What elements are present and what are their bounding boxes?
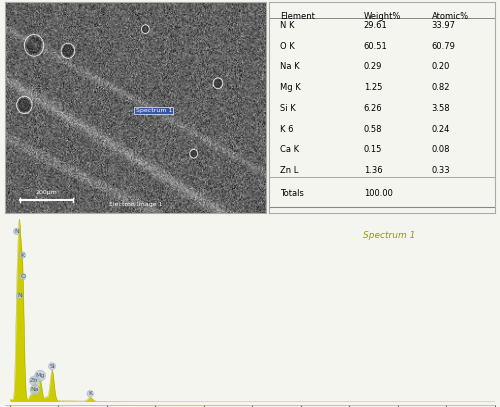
Circle shape bbox=[142, 26, 148, 32]
Circle shape bbox=[28, 38, 41, 53]
Text: 60.79: 60.79 bbox=[432, 42, 456, 51]
Text: O K: O K bbox=[280, 42, 295, 51]
Text: 6.26: 6.26 bbox=[364, 104, 382, 113]
Text: 0.29: 0.29 bbox=[364, 62, 382, 72]
Text: Zn L: Zn L bbox=[280, 166, 298, 175]
Text: 3.58: 3.58 bbox=[432, 104, 450, 113]
Text: 29.61: 29.61 bbox=[364, 21, 388, 30]
Text: K: K bbox=[20, 253, 24, 258]
Text: N: N bbox=[17, 293, 21, 298]
Text: 1.36: 1.36 bbox=[364, 166, 382, 175]
Circle shape bbox=[214, 79, 222, 87]
Text: 0.20: 0.20 bbox=[432, 62, 450, 72]
Circle shape bbox=[191, 151, 196, 157]
Text: 60.51: 60.51 bbox=[364, 42, 388, 51]
Text: 0.24: 0.24 bbox=[432, 125, 450, 133]
Text: 0.82: 0.82 bbox=[432, 83, 450, 92]
Text: Electron Image 1: Electron Image 1 bbox=[109, 202, 162, 207]
Text: Spectrum 1: Spectrum 1 bbox=[136, 108, 172, 113]
Circle shape bbox=[63, 46, 72, 56]
Text: Atomic%: Atomic% bbox=[432, 11, 469, 20]
Text: 200μm: 200μm bbox=[35, 190, 57, 195]
Text: 0.33: 0.33 bbox=[432, 166, 450, 175]
Text: 0.15: 0.15 bbox=[364, 145, 382, 154]
Text: N: N bbox=[14, 229, 19, 234]
Text: Element: Element bbox=[280, 11, 315, 20]
Text: 100.00: 100.00 bbox=[364, 189, 392, 198]
Text: Si: Si bbox=[49, 364, 55, 369]
Text: Mg: Mg bbox=[36, 373, 45, 378]
Text: Na: Na bbox=[31, 387, 40, 392]
Text: Si K: Si K bbox=[280, 104, 296, 113]
Circle shape bbox=[19, 99, 30, 111]
Text: Totals: Totals bbox=[280, 189, 304, 198]
Text: Mg K: Mg K bbox=[280, 83, 301, 92]
Text: K: K bbox=[88, 391, 92, 396]
Text: Spectrum 1: Spectrum 1 bbox=[362, 232, 415, 241]
Text: Zn: Zn bbox=[30, 379, 38, 383]
Text: Ca K: Ca K bbox=[280, 145, 299, 154]
Text: Na K: Na K bbox=[280, 62, 299, 72]
Text: 33.97: 33.97 bbox=[432, 21, 456, 30]
Text: 0.08: 0.08 bbox=[432, 145, 450, 154]
Text: N K: N K bbox=[280, 21, 294, 30]
Text: K 6: K 6 bbox=[280, 125, 293, 133]
Text: O: O bbox=[20, 274, 25, 279]
Text: 0.58: 0.58 bbox=[364, 125, 382, 133]
Text: Weight%: Weight% bbox=[364, 11, 401, 20]
Text: 1.25: 1.25 bbox=[364, 83, 382, 92]
